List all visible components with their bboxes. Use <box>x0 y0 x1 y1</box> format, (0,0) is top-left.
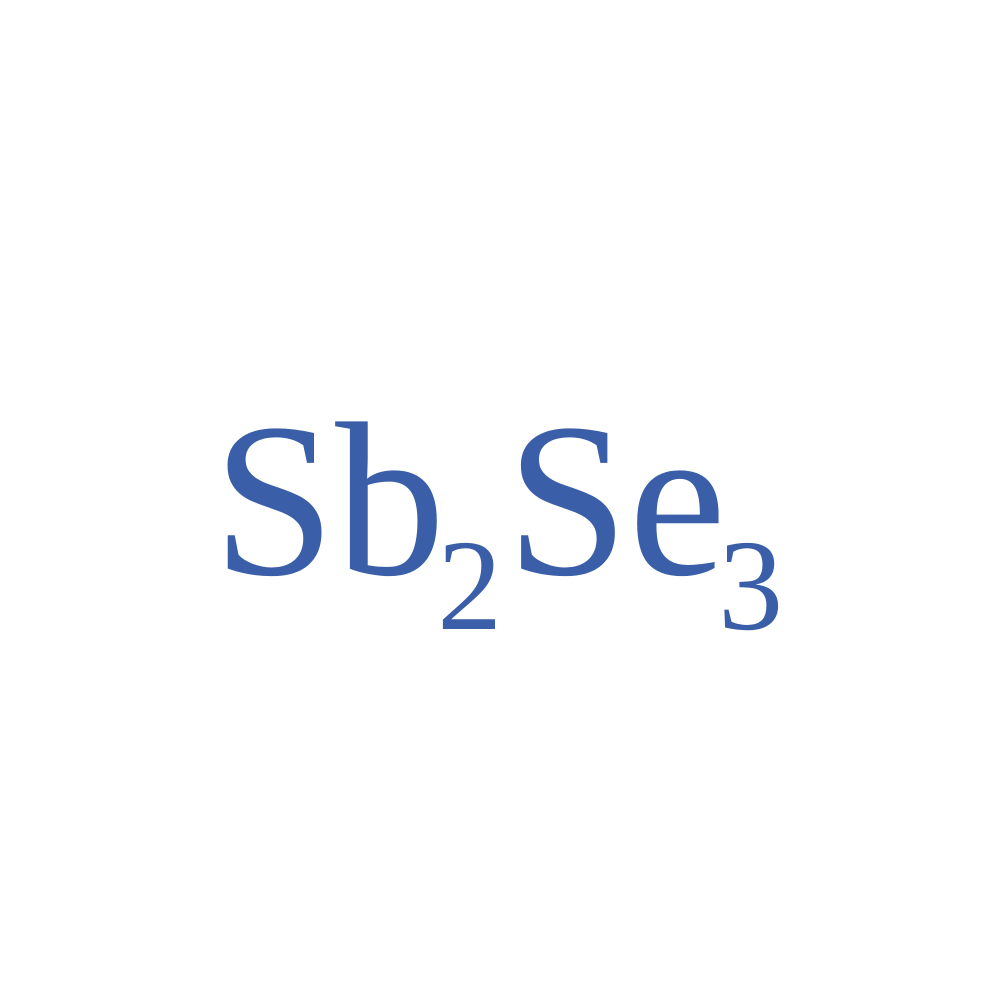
subscript-number: 2 <box>437 521 502 651</box>
element-symbol: Se <box>506 390 726 610</box>
chemical-formula: Sb 2 Se 3 <box>213 390 787 610</box>
element-symbol: Sb <box>213 390 445 610</box>
subscript-number: 3 <box>718 521 783 651</box>
